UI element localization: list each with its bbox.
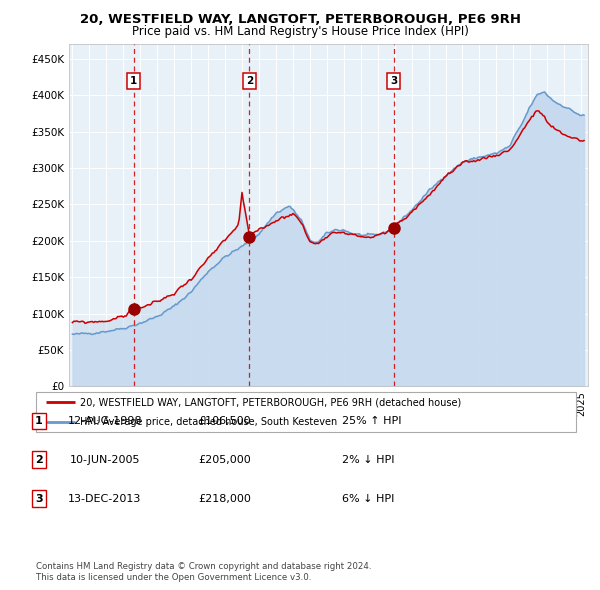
Text: HPI: Average price, detached house, South Kesteven: HPI: Average price, detached house, Sout… — [80, 417, 338, 427]
Text: 10-JUN-2005: 10-JUN-2005 — [70, 455, 140, 464]
Text: This data is licensed under the Open Government Licence v3.0.: This data is licensed under the Open Gov… — [36, 573, 311, 582]
Text: £106,500: £106,500 — [199, 416, 251, 425]
Text: 2% ↓ HPI: 2% ↓ HPI — [342, 455, 395, 464]
Text: 3: 3 — [390, 76, 397, 86]
Text: 6% ↓ HPI: 6% ↓ HPI — [342, 494, 394, 503]
Text: £218,000: £218,000 — [199, 494, 251, 503]
Text: 13-DEC-2013: 13-DEC-2013 — [68, 494, 142, 503]
Text: 3: 3 — [35, 494, 43, 503]
Text: Contains HM Land Registry data © Crown copyright and database right 2024.: Contains HM Land Registry data © Crown c… — [36, 562, 371, 571]
Text: 12-AUG-1998: 12-AUG-1998 — [68, 416, 142, 425]
Text: 2: 2 — [246, 76, 253, 86]
Text: Price paid vs. HM Land Registry's House Price Index (HPI): Price paid vs. HM Land Registry's House … — [131, 25, 469, 38]
Text: 25% ↑ HPI: 25% ↑ HPI — [342, 416, 401, 425]
Text: 1: 1 — [35, 416, 43, 425]
Text: 1: 1 — [130, 76, 137, 86]
Text: £205,000: £205,000 — [199, 455, 251, 464]
Text: 20, WESTFIELD WAY, LANGTOFT, PETERBOROUGH, PE6 9RH: 20, WESTFIELD WAY, LANGTOFT, PETERBOROUG… — [79, 13, 521, 26]
Text: 20, WESTFIELD WAY, LANGTOFT, PETERBOROUGH, PE6 9RH (detached house): 20, WESTFIELD WAY, LANGTOFT, PETERBOROUG… — [80, 397, 461, 407]
Text: 2: 2 — [35, 455, 43, 464]
